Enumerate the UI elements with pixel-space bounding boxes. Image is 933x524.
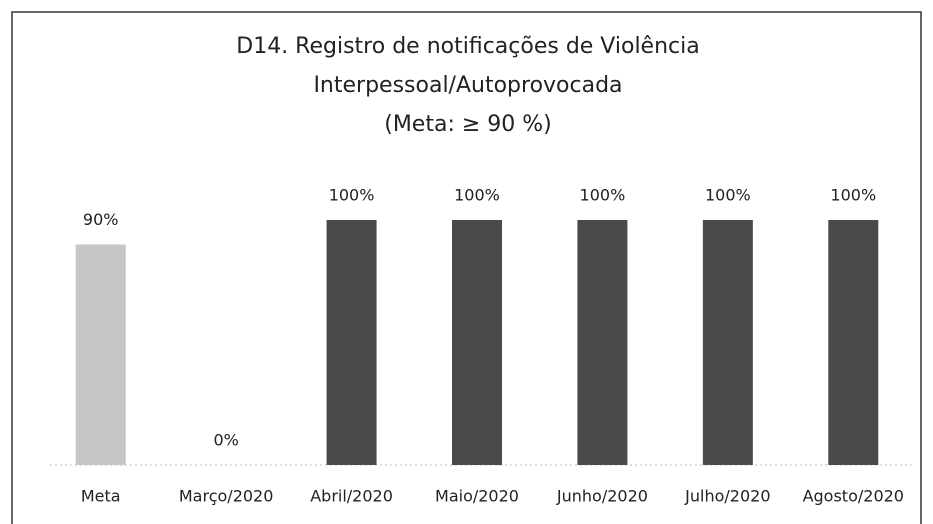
x-tick-label: Maio/2020 xyxy=(435,487,519,506)
bar xyxy=(326,220,377,465)
bar xyxy=(75,244,126,465)
data-label: 100% xyxy=(705,186,751,205)
chart-title: Interpessoal/Autoprovocada xyxy=(313,73,622,98)
x-tick-label: Meta xyxy=(81,487,121,506)
data-label: 100% xyxy=(454,186,500,205)
x-tick-label: Março/2020 xyxy=(179,487,274,506)
data-label: 90% xyxy=(83,210,119,229)
bar xyxy=(452,220,502,465)
chart-title: D14. Registro de notificações de Violênc… xyxy=(236,34,699,59)
data-label: 100% xyxy=(580,186,626,205)
x-tick-label: Julho/2020 xyxy=(684,487,770,506)
data-label: 100% xyxy=(830,186,876,205)
data-label: 100% xyxy=(329,186,375,205)
chart-title: (Meta: ≥ 90 %) xyxy=(384,112,552,137)
bar xyxy=(702,220,753,465)
bar xyxy=(577,220,628,465)
x-tick-label: Agosto/2020 xyxy=(803,487,904,506)
data-label: 0% xyxy=(213,431,238,450)
bar xyxy=(828,220,879,465)
x-tick-label: Junho/2020 xyxy=(556,487,648,506)
x-tick-label: Abril/2020 xyxy=(310,487,393,506)
